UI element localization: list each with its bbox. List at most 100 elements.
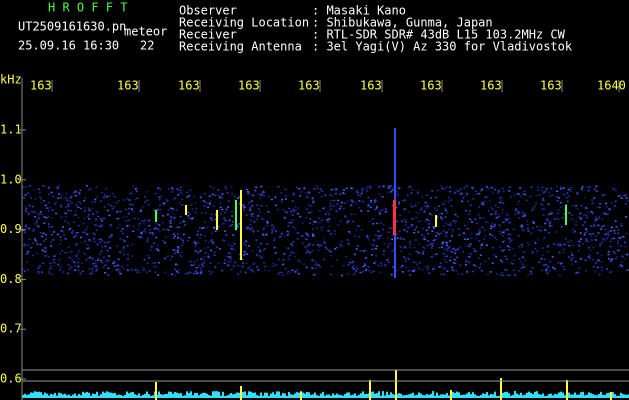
noise-dot <box>292 209 295 211</box>
noise-dot <box>528 244 531 246</box>
noise-dot <box>292 226 295 228</box>
noise-dot <box>104 264 107 266</box>
noise-dot <box>262 232 265 235</box>
noise-dot <box>139 210 142 212</box>
noise-dot <box>601 225 604 228</box>
noise-dot <box>499 233 502 235</box>
noise-dot <box>373 201 376 204</box>
noise-dot <box>375 207 378 209</box>
noise-dot <box>561 186 564 188</box>
noise-dot <box>546 272 549 274</box>
noise-dot <box>361 189 364 192</box>
noise-dot <box>322 237 325 240</box>
noise-dot <box>610 260 613 262</box>
noise-dot <box>265 243 268 245</box>
noise-dot <box>356 268 359 270</box>
noise-dot <box>544 222 547 225</box>
noise-dot <box>365 268 368 271</box>
noise-dot <box>207 206 210 209</box>
noise-dot <box>545 251 548 253</box>
noise-dot <box>594 220 597 222</box>
noise-dot <box>432 268 435 270</box>
noise-dot <box>137 218 140 220</box>
noise-dot <box>352 268 355 270</box>
noise-dot <box>49 262 52 265</box>
level-noise <box>278 391 280 398</box>
noise-dot <box>243 250 246 253</box>
noise-dot <box>426 218 428 221</box>
noise-dot <box>84 240 87 243</box>
noise-dot <box>492 191 494 194</box>
level-noise <box>490 394 492 398</box>
noise-dot <box>449 186 452 188</box>
level-noise <box>406 394 408 398</box>
noise-dot <box>360 229 363 231</box>
level-noise <box>420 393 422 398</box>
noise-dot <box>505 219 508 221</box>
noise-dot <box>158 198 161 201</box>
noise-dot <box>230 185 233 188</box>
noise-dot <box>153 242 156 244</box>
noise-dot <box>446 270 449 272</box>
noise-dot <box>38 272 40 275</box>
noise-dot <box>211 239 214 241</box>
noise-dot <box>78 258 81 260</box>
level-noise <box>326 394 328 398</box>
noise-dot <box>229 252 231 254</box>
noise-dot <box>291 269 294 271</box>
noise-dot <box>301 242 304 244</box>
noise-dot <box>75 243 78 245</box>
noise-dot <box>137 228 139 231</box>
noise-dot <box>243 205 246 207</box>
noise-dot <box>96 211 99 213</box>
noise-dot <box>607 235 610 237</box>
noise-dot <box>77 224 80 227</box>
noise-dot <box>119 251 122 253</box>
noise-dot <box>177 233 180 235</box>
noise-dot <box>252 230 255 232</box>
noise-dot <box>537 239 540 241</box>
noise-dot <box>131 204 134 206</box>
noise-dot <box>541 254 544 257</box>
noise-dot <box>414 239 417 241</box>
noise-dot <box>440 265 443 268</box>
noise-dot <box>135 190 138 193</box>
noise-dot <box>60 239 63 241</box>
level-noise <box>98 395 100 398</box>
count: 22 <box>140 39 154 53</box>
noise-dot <box>203 193 206 195</box>
noise-dot <box>141 205 144 208</box>
noise-dot <box>221 197 224 199</box>
noise-dot <box>131 243 134 246</box>
level-noise <box>124 394 126 398</box>
noise-dot <box>69 228 72 230</box>
noise-dot <box>473 264 476 266</box>
noise-dot <box>229 225 232 227</box>
noise-dot <box>483 229 486 231</box>
noise-dot <box>36 224 39 227</box>
noise-dot <box>431 245 434 247</box>
noise-dot <box>208 195 211 197</box>
noise-dot <box>320 244 323 246</box>
noise-dot <box>547 267 550 269</box>
noise-dot <box>79 202 82 204</box>
level-noise <box>218 391 220 398</box>
noise-dot <box>418 268 421 270</box>
noise-dot <box>610 271 613 273</box>
level-noise <box>266 392 268 398</box>
noise-dot <box>474 250 477 252</box>
noise-dot <box>259 249 261 251</box>
level-noise <box>588 392 590 398</box>
noise-dot <box>518 258 521 260</box>
noise-dot <box>87 247 90 249</box>
noise-dot <box>207 202 209 204</box>
noise-dot <box>155 266 158 268</box>
noise-dot <box>395 191 398 193</box>
noise-dot <box>482 217 485 219</box>
noise-dot <box>309 205 312 207</box>
noise-dot <box>203 256 206 258</box>
noise-dot <box>440 217 443 220</box>
noise-dot <box>260 257 263 259</box>
noise-dot <box>253 221 256 223</box>
